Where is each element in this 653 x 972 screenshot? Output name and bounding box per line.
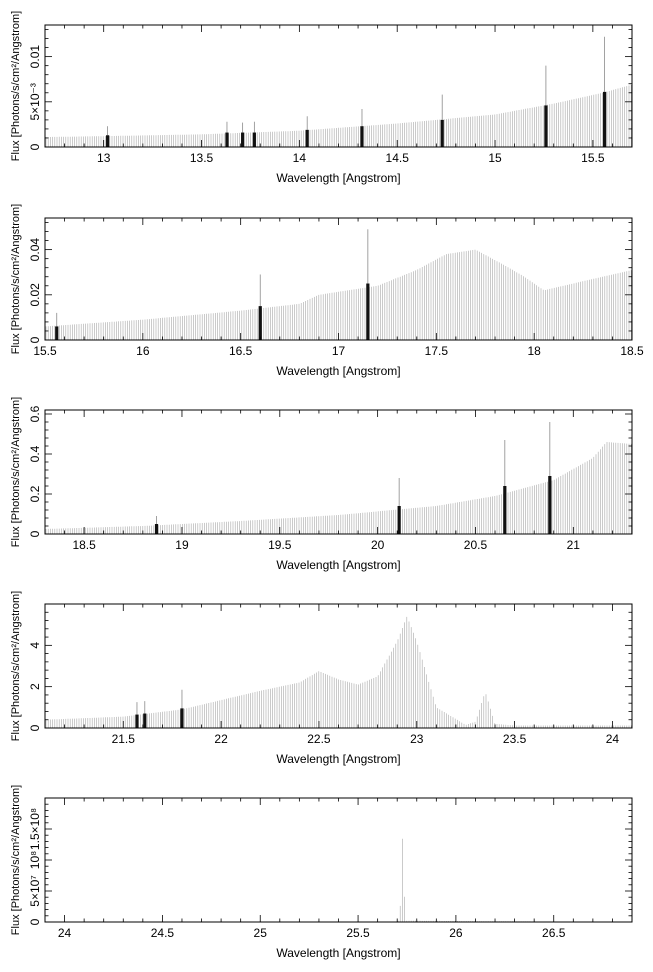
x-tick-label: 16.5: [229, 344, 253, 358]
y-tick-label: 0.01: [28, 45, 42, 69]
spectrum-panel-2: 15.5 16 16.5 17 17.5 18 18.5 0 0.02 0.04 Wavelengt…: [10, 204, 644, 378]
line-flux-bar: [397, 506, 401, 534]
y-tick-label: 0: [28, 143, 42, 150]
x-axis-title: Wavelength [Angstrom]: [276, 171, 400, 185]
x-tick-label: 15.5: [581, 151, 605, 165]
y-tick-label: 1.5×10⁸: [28, 808, 42, 850]
y-tick-label: 4: [28, 642, 42, 649]
x-tick-label: 14: [293, 151, 307, 165]
x-tick-label: 18.5: [72, 538, 96, 552]
x-tick-label: 18: [527, 344, 541, 358]
line-flux-bar: [548, 476, 552, 534]
x-axis-title: Wavelength [Angstrom]: [276, 558, 400, 572]
x-tick-label: 13: [97, 151, 111, 165]
x-tick-label: 23: [410, 732, 424, 746]
x-axis-title: Wavelength [Angstrom]: [276, 364, 400, 378]
line-flux-bar: [154, 524, 159, 534]
spectrum-panel-1: 13 13.5 14 14.5 15 15.5 0 5×10⁻³ 0.01 Wavelength …: [10, 11, 633, 185]
y-axis-title: Flux [Photons/s/cm²/Angstrom]: [10, 785, 22, 935]
line-flux-bar: [544, 105, 548, 147]
y-tick-label: 0.02: [28, 283, 42, 307]
x-tick-label: 24: [58, 926, 72, 940]
x-axis-title: Wavelength [Angstrom]: [276, 752, 400, 766]
x-tick-label: 24: [606, 732, 620, 746]
y-tick-label: 0.6: [28, 405, 42, 422]
x-axis-title: Wavelength [Angstrom]: [276, 946, 400, 960]
x-tick-label: 13.5: [190, 151, 214, 165]
y-tick-label: 10⁸: [28, 851, 42, 869]
y-tick-label: 0.04: [28, 238, 42, 262]
y-tick-label: 0.2: [28, 485, 42, 502]
x-tick-label: 16: [136, 344, 150, 358]
y-axis-title: Flux [Photons/s/cm²/Angstrom]: [10, 204, 22, 354]
x-tick-label: 22.5: [307, 732, 331, 746]
x-tick-label: 23.5: [503, 732, 527, 746]
x-tick-label: 25.5: [346, 926, 370, 940]
y-axis-title: Flux [Photons/s/cm²/Angstrom]: [10, 591, 22, 741]
x-tick-label: 22: [214, 732, 228, 746]
y-tick-label: 5×10⁻³: [28, 83, 42, 120]
line-flux-bar: [180, 708, 184, 728]
line-flux-bar: [258, 306, 262, 340]
plot-frame: [44, 797, 633, 923]
x-tick-label: 20: [371, 538, 385, 552]
x-tick-label: 19: [175, 538, 189, 552]
x-tick-label: 26.5: [542, 926, 566, 940]
y-tick-label: 0: [28, 530, 42, 537]
x-tick-label: 26: [449, 926, 463, 940]
line-flux-bar: [225, 132, 229, 147]
x-tick-label: 17.5: [425, 344, 449, 358]
line-flux-bar: [241, 132, 245, 147]
line-flux-bar: [503, 486, 507, 534]
line-flux-bar: [135, 714, 139, 728]
line-flux-bar: [360, 126, 364, 147]
x-tick-label: 21.5: [112, 732, 136, 746]
y-tick-label: 0.4: [28, 445, 42, 462]
y-axis-title: Flux [Photons/s/cm²/Angstrom]: [10, 397, 22, 547]
y-tick-label: 5×10⁷: [28, 875, 42, 906]
x-tick-label: 21: [567, 538, 581, 552]
line-flux-bar: [106, 135, 110, 147]
y-tick-label: 0: [28, 336, 42, 343]
x-tick-label: 17: [332, 344, 346, 358]
x-tick-label: 15: [488, 151, 502, 165]
line-flux-bar: [305, 129, 309, 147]
y-axis-title: Flux [Photons/s/cm²/Angstrom]: [10, 11, 22, 161]
x-tick-label: 20.5: [464, 538, 488, 552]
x-tick-label: 24.5: [151, 926, 175, 940]
x-tick-label: 15.5: [33, 344, 57, 358]
y-tick-label: 0: [28, 724, 42, 731]
line-flux-bar: [252, 132, 256, 147]
line-flux-bar: [143, 713, 147, 728]
y-tick-label: 0: [28, 918, 42, 925]
x-tick-label: 18.5: [620, 344, 644, 358]
spectrum-panel-3: 18.5 19 19.5 20 20.5 21 0 0.2 0.4 0.6 Wavelength […: [10, 397, 633, 572]
x-tick-label: 25: [254, 926, 268, 940]
line-flux-bar: [603, 91, 607, 147]
x-tick-label: 19.5: [268, 538, 292, 552]
line-flux-bar: [440, 119, 444, 147]
line-flux-bar: [55, 326, 59, 340]
y-tick-label: 2: [28, 683, 42, 690]
line-flux-bar: [366, 283, 370, 340]
x-tick-label: 14.5: [386, 151, 410, 165]
